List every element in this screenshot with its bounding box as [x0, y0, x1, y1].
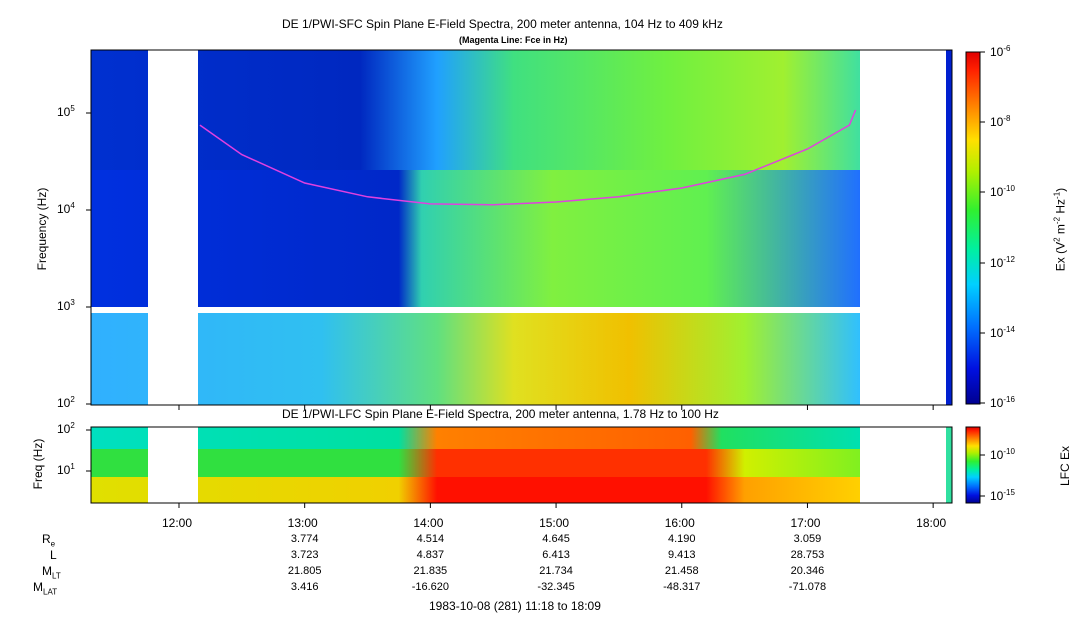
- ephemeris-value: 4.514: [416, 533, 445, 545]
- lfc-y-tick-label: 101: [57, 462, 75, 477]
- sfc-y-tick-label: 103: [57, 298, 75, 313]
- x-tick-label: 14:00: [413, 516, 444, 530]
- cbar-tick-label: 10-10: [990, 184, 1015, 199]
- lfc-frame: [90, 426, 953, 504]
- x-tick-label: 18:00: [916, 516, 947, 530]
- ephemeris-value: -16.620: [411, 581, 450, 593]
- ephemeris-value: 28.753: [790, 549, 825, 561]
- lfc-y-ticks: [86, 429, 91, 472]
- ephemeris-row-label: Re: [42, 532, 56, 549]
- cbar-tick-label: 10-8: [990, 114, 1011, 129]
- ephemeris-value: 3.774: [290, 533, 319, 545]
- cbar-tick-label: 10-14: [990, 325, 1015, 340]
- ephemeris-value: -48.317: [663, 581, 701, 593]
- lfc-colorbar: [965, 426, 985, 504]
- ephemeris-value: -32.345: [537, 581, 575, 593]
- x-axis-ticks: [178, 405, 934, 508]
- sfc-time-gap: [148, 50, 198, 405]
- sfc-colorbar-fill: [966, 52, 980, 404]
- sfc-frame: [90, 49, 953, 406]
- sfc-right-strip: [946, 50, 952, 405]
- ephemeris-row-label: MLAT: [33, 580, 58, 597]
- sfc-y-ticks: [86, 112, 91, 405]
- lfc-time-gap: [148, 427, 198, 503]
- sfc-y-tick-label: 102: [57, 395, 75, 410]
- lfc-colorbar-fill: [966, 427, 980, 503]
- ephemeris-value: 3.059: [793, 533, 822, 545]
- x-tick-label: 16:00: [664, 516, 695, 530]
- sfc-colorbar-frame: [965, 51, 981, 405]
- lfc-spectrogram: [86, 426, 953, 504]
- x-tick-label: 15:00: [539, 516, 570, 530]
- lfc-band-top: [91, 427, 860, 449]
- ephemeris-value: 4.837: [416, 549, 445, 561]
- ephemeris-value: 4.645: [542, 533, 570, 545]
- lfc-colorbar-frame: [965, 426, 981, 504]
- sfc-spectrogram: [86, 49, 953, 406]
- sfc-band-low: [91, 313, 860, 405]
- sfc-title: DE 1/PWI-SFC Spin Plane E-Field Spectra,…: [282, 17, 723, 31]
- sfc-y-tick-label: 105: [57, 104, 75, 119]
- ephemeris-value: -71.078: [788, 581, 827, 593]
- x-tick-label: 13:00: [287, 516, 318, 530]
- sfc-colorbar: [965, 51, 985, 405]
- lfc-band-mid: [91, 449, 860, 477]
- lfc-band-bot: [91, 477, 860, 503]
- ephemeris-value: 3.723: [290, 549, 319, 561]
- sfc-y-tick-label: 104: [57, 201, 75, 216]
- ephemeris-value: 3.416: [290, 581, 319, 593]
- ephemeris-value: 6.413: [542, 549, 570, 561]
- x-tick-label: 12:00: [161, 516, 193, 530]
- ephemeris-value: 4.190: [667, 533, 696, 545]
- x-tick-label: 17:00: [790, 516, 821, 530]
- ephemeris-value: 21.734: [539, 565, 573, 577]
- fce-line: [199, 109, 857, 206]
- sfc-freq-gap: [91, 307, 952, 313]
- ephemeris-row-label: MLT: [42, 564, 61, 581]
- footer-time-range: 1983-10-08 (281) 11:18 to 18:09: [429, 599, 601, 613]
- sfc-data-end-gap: [860, 50, 946, 405]
- ephemeris-value: 9.413: [667, 549, 696, 561]
- lfc-y-tick-label: 102: [57, 421, 75, 436]
- ephemeris-value: 21.805: [287, 565, 322, 577]
- lfc-title: DE 1/PWI-LFC Spin Plane E-Field Spectra,…: [282, 407, 719, 421]
- lfc-right-strip: [946, 427, 952, 503]
- lfc-cbar-tick-label: 10-10: [990, 447, 1015, 462]
- sfc-subtitle: (Magenta Line: Fce in Hz): [459, 35, 568, 45]
- ephemeris-value: 21.835: [413, 565, 448, 577]
- sfc-band-high: [91, 50, 860, 170]
- ephemeris-value: 21.458: [664, 565, 699, 577]
- ephemeris-value: 20.346: [790, 565, 825, 577]
- ephemeris-row-label: L: [50, 548, 57, 562]
- cbar-tick-label: 10-16: [990, 395, 1015, 410]
- lfc-data-end-gap: [860, 427, 946, 503]
- cbar-tick-label: 10-6: [990, 44, 1011, 59]
- sfc-band-mid: [91, 170, 860, 307]
- lfc-cbar-tick-label: 10-15: [990, 488, 1015, 503]
- cbar-tick-label: 10-12: [990, 255, 1015, 270]
